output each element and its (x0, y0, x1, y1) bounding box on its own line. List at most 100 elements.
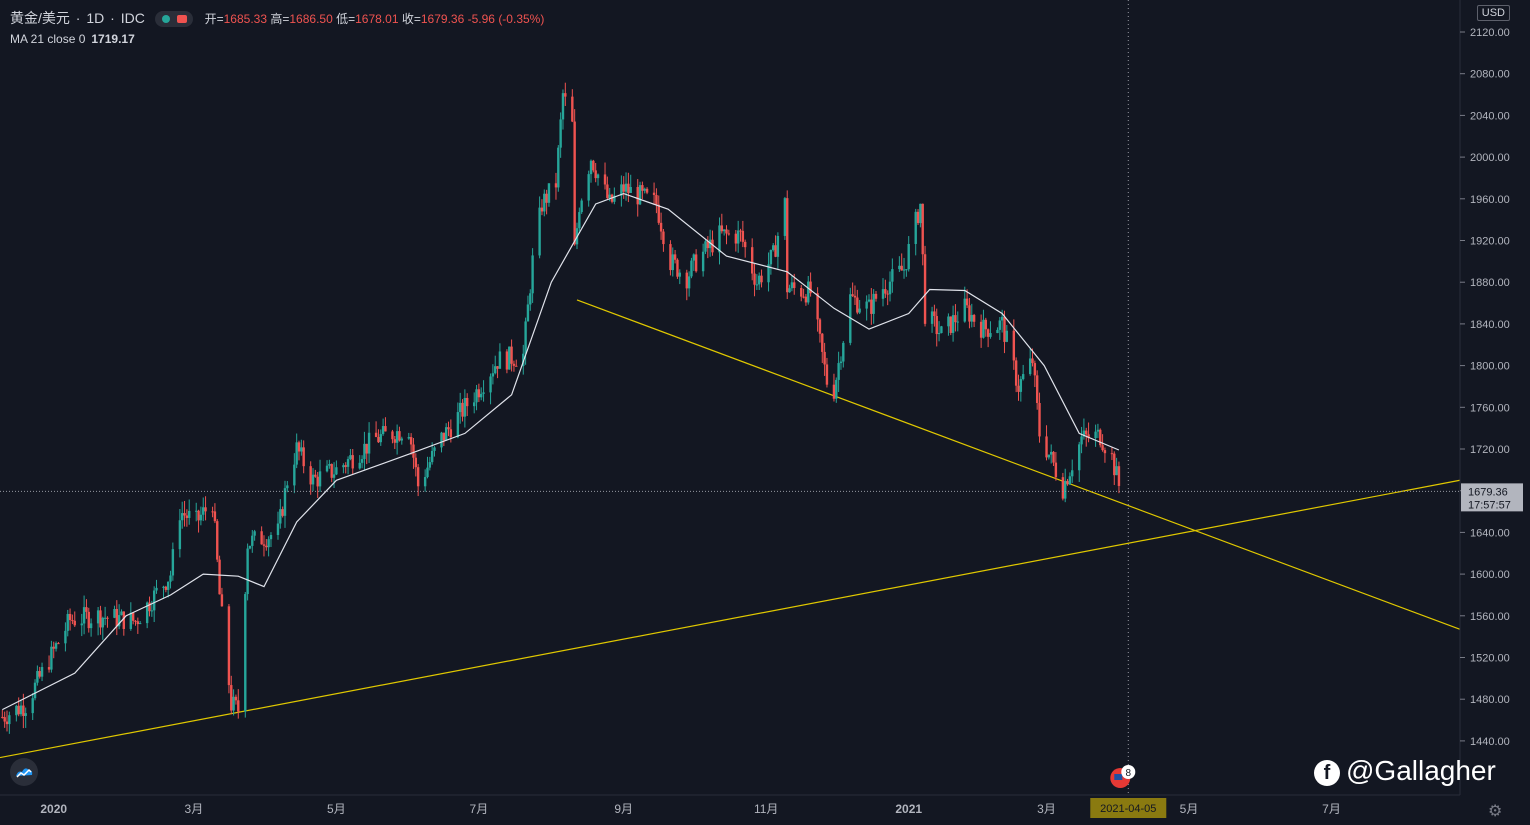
currency-badge[interactable]: USD (1476, 5, 1510, 21)
candle-body (755, 284, 759, 286)
candle-body (22, 705, 25, 716)
candle-body (722, 229, 726, 232)
candle-body (907, 243, 910, 270)
interval-label[interactable]: 1D (86, 10, 105, 26)
candle-body (694, 254, 698, 272)
candle-body (837, 363, 840, 380)
candle-body (480, 393, 483, 398)
candle-body (19, 705, 23, 715)
candle-body (164, 586, 168, 590)
candle-body (659, 222, 663, 232)
candle-body (466, 397, 469, 407)
candle-body (573, 121, 576, 245)
candle-body (330, 464, 333, 478)
candle-body (120, 611, 123, 616)
candle-body (202, 507, 205, 515)
candle-body (529, 293, 532, 305)
candle-body (596, 174, 600, 179)
candle-body (543, 193, 546, 212)
candle-body (166, 581, 170, 590)
candle-body (211, 511, 214, 513)
candle-body (708, 239, 712, 249)
candle-body (561, 93, 565, 120)
high-value: 1686.50 (289, 12, 333, 26)
candle-body (40, 667, 44, 677)
candle-body (204, 507, 207, 512)
candle-body (171, 549, 175, 576)
candle-body (328, 464, 331, 466)
candle-body (965, 298, 969, 306)
candlestick-series (1, 82, 1121, 734)
candle-body (1068, 476, 1072, 485)
candle-body (865, 301, 868, 309)
candle-body (426, 467, 429, 478)
tradingview-logo-icon[interactable] (10, 758, 38, 786)
candle-body (753, 273, 756, 285)
candle-body (629, 187, 632, 193)
candle-body (898, 265, 901, 270)
candle-body (134, 620, 137, 622)
candle-body (603, 174, 607, 185)
countdown-value: 17:57:57 (1468, 499, 1511, 511)
candle-body (295, 442, 298, 465)
time-tick-label: 9月 (614, 802, 633, 816)
candle-body (645, 188, 649, 193)
candle-body (1071, 470, 1074, 477)
candle-body (786, 198, 789, 293)
candle-body (711, 239, 714, 253)
crosshair-date-tag (1090, 798, 1167, 818)
candle-body (316, 476, 319, 487)
price-tick-label: 1640.00 (1470, 527, 1510, 539)
candle-body (510, 346, 513, 364)
candle-body (725, 229, 728, 234)
status-toggle[interactable] (154, 11, 193, 28)
candle-body (774, 245, 777, 257)
trendlines (0, 299, 1461, 759)
candle-body (155, 587, 158, 591)
candle-body (636, 187, 639, 205)
candle-body (325, 465, 329, 472)
low-value: 1678.01 (355, 12, 399, 26)
candle-body (311, 474, 315, 485)
candle-body (482, 392, 485, 394)
candle-body (407, 437, 410, 439)
candle-body (589, 160, 593, 175)
candle-body (947, 316, 950, 327)
candle-body (888, 281, 892, 295)
candle-body (122, 611, 126, 629)
candle-body (498, 351, 502, 369)
candle-body (374, 432, 378, 437)
candle-body (400, 438, 403, 441)
indicator-label: MA 21 close 0 (10, 32, 86, 46)
candle-body (727, 233, 731, 235)
candle-body (195, 510, 198, 512)
candle-body (444, 427, 448, 441)
candle-body (15, 705, 18, 716)
symbol-name[interactable]: 黄金/美元 (10, 10, 70, 26)
candle-body (916, 211, 920, 224)
candle-body (384, 426, 387, 432)
candle-body (1052, 451, 1055, 463)
candle-body (162, 586, 165, 588)
candle-body (1113, 453, 1116, 476)
candle-body (363, 443, 366, 460)
candle-body (216, 521, 219, 560)
indicator-legend[interactable]: MA 21 close 0 1719.17 (10, 32, 135, 46)
close-label: 收= (401, 12, 421, 26)
settings-gear-icon[interactable]: ⚙ (1488, 803, 1503, 820)
candle-body (430, 450, 434, 463)
candle-body (50, 646, 53, 670)
author-watermark: f @Gallagher (1314, 755, 1496, 787)
candle-body (816, 293, 819, 320)
candle-body (395, 431, 399, 443)
candle-body (423, 477, 427, 487)
candle-body (302, 447, 305, 467)
candle-body (643, 188, 646, 191)
crosshair-date-value: 2021-04-05 (1100, 803, 1156, 815)
candle-body (940, 326, 943, 334)
candle-body (82, 607, 86, 624)
candle-body (587, 174, 590, 201)
close-value: 1679.36 (420, 12, 465, 26)
candle-body (89, 623, 93, 629)
